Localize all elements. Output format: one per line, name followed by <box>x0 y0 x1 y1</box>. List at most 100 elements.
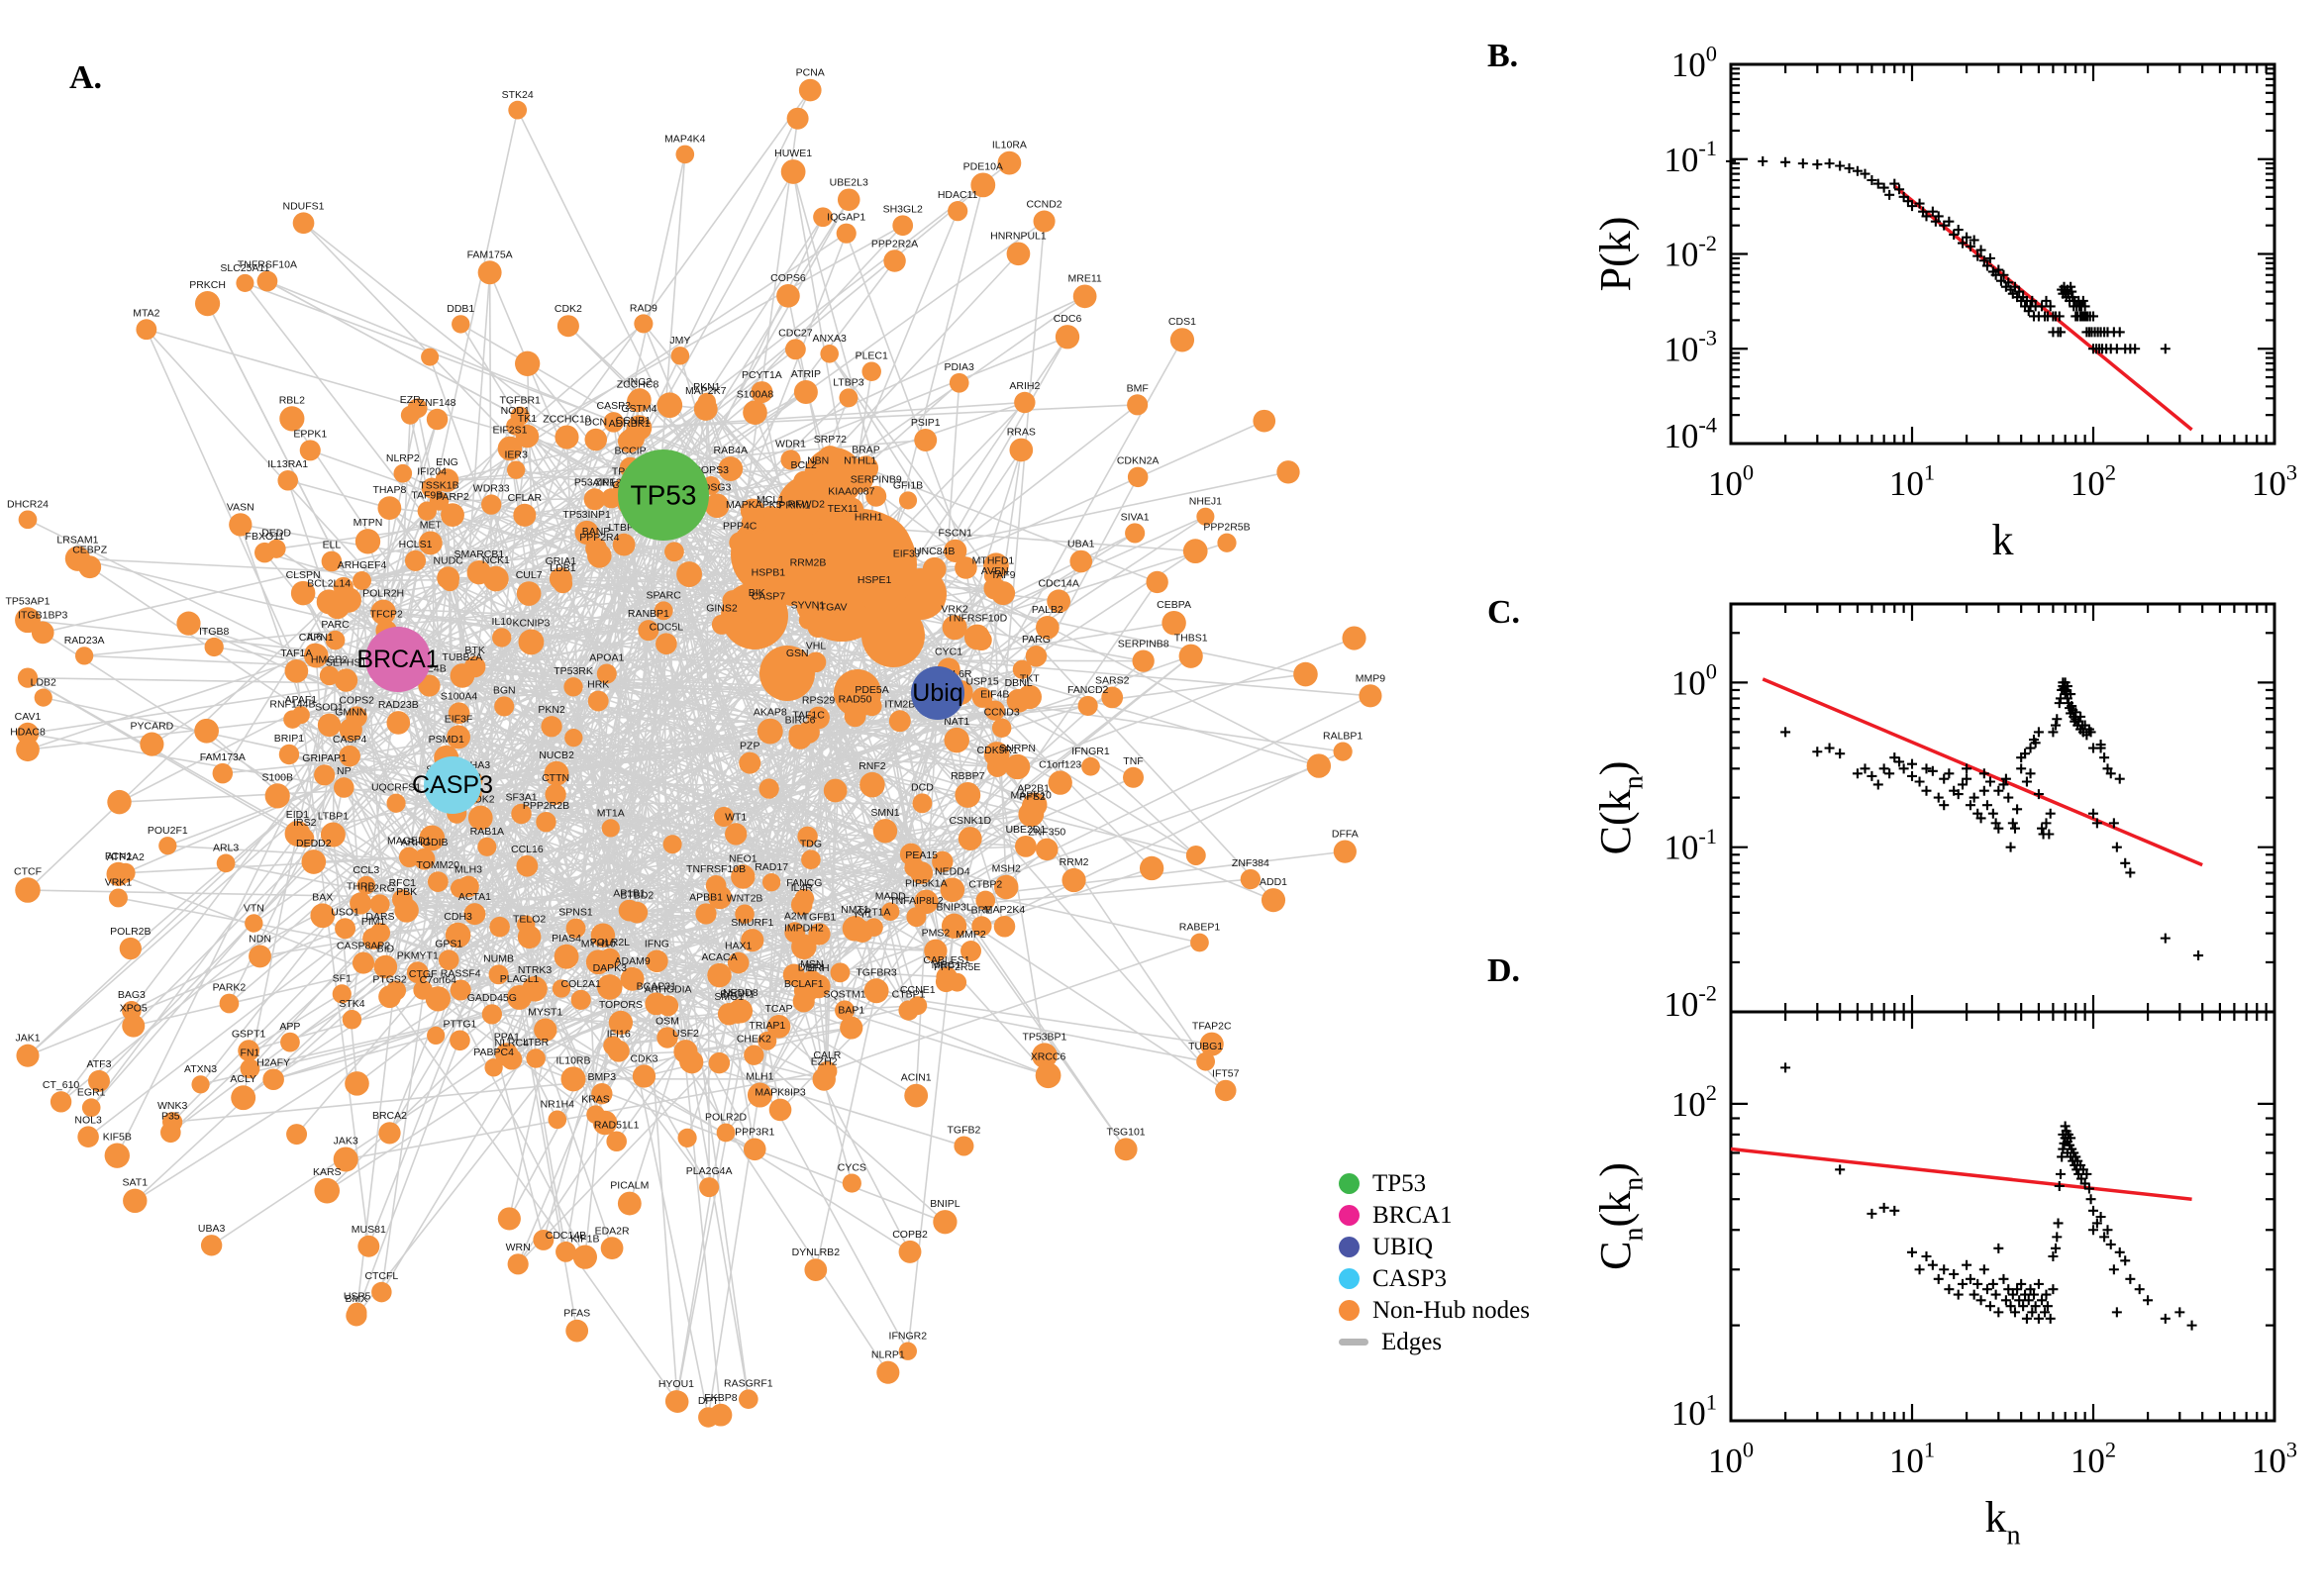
node-label: BIK <box>749 587 765 599</box>
node-label: CCL16 <box>511 844 544 855</box>
axis-text: 10-1​ <box>1664 136 1717 179</box>
node-label: CCNB1 <box>616 415 652 427</box>
network-node <box>1139 855 1164 881</box>
node-label: RANBP1 <box>628 608 669 620</box>
network-node <box>292 212 315 235</box>
network-node <box>888 710 911 733</box>
node-label: UBA3 <box>198 1223 226 1235</box>
node-label: MAPK8IP3 <box>755 1087 806 1099</box>
network-node <box>1333 742 1353 761</box>
node-label: ITGB1BP3 <box>18 609 67 621</box>
network-node <box>119 937 142 960</box>
node-label: UBE2L3 <box>830 176 868 188</box>
node-label: MTA2 <box>133 307 159 319</box>
node-label: PARP2 <box>436 491 469 503</box>
network-node <box>445 922 471 948</box>
network-node <box>898 1342 917 1360</box>
network-node <box>1025 646 1048 667</box>
fit-line <box>1762 677 2203 867</box>
network-node <box>865 485 887 507</box>
node-label: GSN <box>786 648 809 659</box>
node-label: WRN <box>506 1242 531 1253</box>
node-label: BTBD2 <box>620 890 654 902</box>
node-label: PRIM1 <box>778 500 810 512</box>
network-node <box>1014 835 1037 857</box>
node-label: MCL1 <box>757 494 784 506</box>
network-node <box>1240 868 1262 890</box>
network-node <box>64 546 91 571</box>
network-node <box>507 1253 529 1275</box>
axis-text: 102​ <box>1671 1080 1717 1124</box>
node-label: TUBB2A <box>442 651 482 663</box>
node-label: IRS2 <box>293 817 317 829</box>
node-label: BRAP <box>852 444 880 455</box>
network-node <box>954 1136 974 1156</box>
network-node <box>356 875 376 895</box>
network-node <box>948 972 967 992</box>
network-node <box>441 503 464 528</box>
axis-text: 10-3​ <box>1664 326 1717 369</box>
network-node <box>711 614 733 635</box>
network-node <box>1127 466 1149 488</box>
network-node <box>837 188 860 212</box>
network-node <box>881 902 900 921</box>
network-node <box>722 590 744 611</box>
network-node <box>334 668 358 692</box>
node-label: UQCRFS1 <box>371 782 421 794</box>
node-label: TDG <box>800 838 822 849</box>
network-node <box>477 260 502 285</box>
network-node <box>675 145 695 164</box>
node-dot-icon <box>1339 1300 1360 1321</box>
axis-text: 10-2​ <box>1664 980 1717 1024</box>
network-node <box>654 601 673 621</box>
node-label: SNRPN <box>999 743 1036 754</box>
node-label: PPP3R1 <box>735 1126 774 1138</box>
network-node <box>904 856 925 878</box>
chart-panel-C: 100​ 10-1​ 10-2​ C(kn​) <box>1591 602 2276 1024</box>
node-label: PEA15 <box>905 849 938 861</box>
network-node <box>393 463 413 483</box>
network-node <box>450 979 471 1001</box>
node-label: TP53INP1 <box>562 509 611 521</box>
legend-item-brca1: BRCA1 <box>1339 1201 1530 1230</box>
network-node <box>768 1098 792 1122</box>
node-label: TK1 <box>518 413 537 425</box>
node-label: HDAC8 <box>10 726 46 738</box>
network-node <box>883 249 906 272</box>
node-label: CEBPZ <box>72 544 108 555</box>
network-node <box>317 713 342 738</box>
network-node <box>1081 756 1100 776</box>
node-label: FBXO11 <box>246 531 285 543</box>
node-dot-icon <box>1339 1173 1360 1194</box>
legend-item-edges: Edges <box>1339 1328 1530 1356</box>
network-node <box>1199 1032 1224 1056</box>
node-label: PIP5K1A <box>905 878 948 890</box>
network-node <box>620 966 645 991</box>
network-node <box>574 520 599 546</box>
node-label: CSNK1D <box>949 815 991 827</box>
network-node <box>726 1000 750 1024</box>
network-node <box>904 1083 929 1108</box>
node-label: TOMM20 <box>417 859 460 871</box>
network-node <box>664 542 684 562</box>
node-label: HDAC11 <box>938 189 978 201</box>
legend: TP53 BRCA1 UBIQ CASP3 Non-Hub nodes Edges <box>1339 1169 1530 1356</box>
network-node <box>1047 589 1071 614</box>
node-label: GINS2 <box>706 603 738 615</box>
node-label: TNFRSF10A <box>238 259 297 271</box>
network-node <box>342 1010 362 1030</box>
node-label: SPNS1 <box>558 907 593 919</box>
node-label: BAP1 <box>838 1005 864 1017</box>
node-label: TRIAP1 <box>749 1020 785 1032</box>
network-node <box>413 848 436 870</box>
node-label: KARS <box>313 1166 342 1178</box>
network-node <box>286 1124 308 1146</box>
network-node <box>1276 460 1300 484</box>
network-node <box>556 315 579 338</box>
node-label: BACH1 <box>720 989 755 1001</box>
node-label: NLRP2 <box>386 452 420 464</box>
network-node <box>429 491 450 511</box>
node-label: GSPT1 <box>232 1028 266 1040</box>
network-panel: ZNF24C7orf64USF2CDC6S100A8BCCIPCCNB1CDK3… <box>6 67 1385 1428</box>
network-node <box>536 812 556 833</box>
